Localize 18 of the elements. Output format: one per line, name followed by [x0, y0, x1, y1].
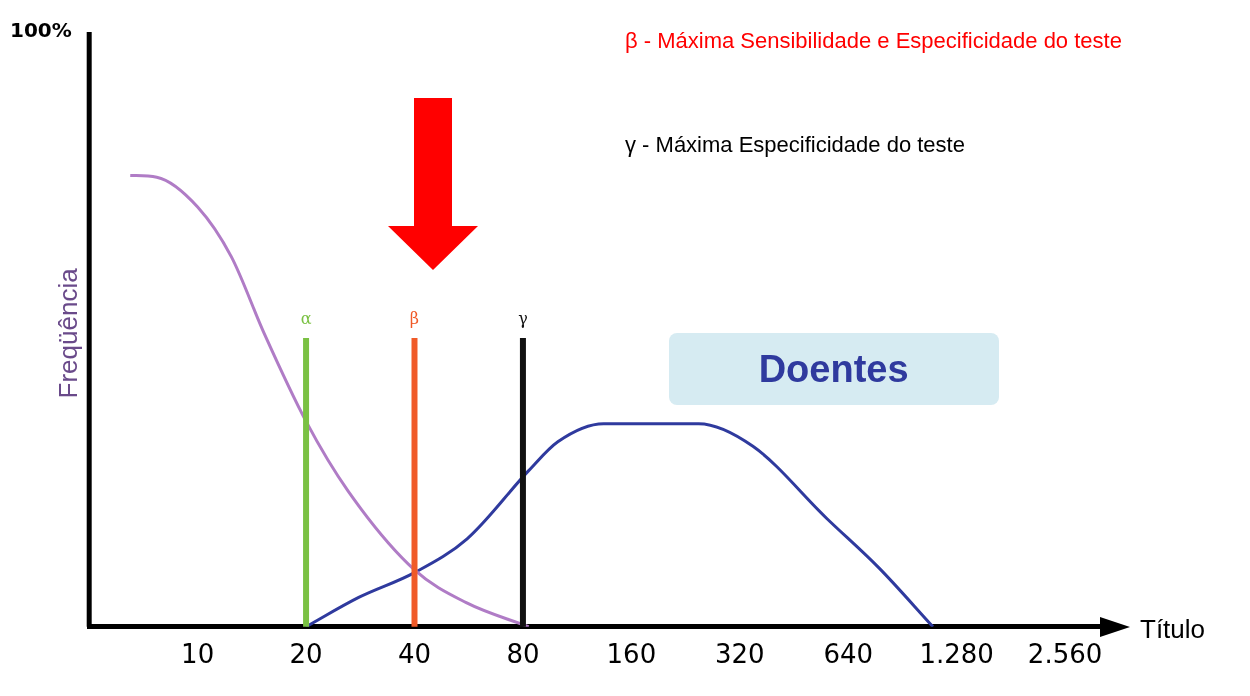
text: β - Máxima Sensibilidade e Especificidade do teste	[625, 28, 1122, 54]
x-axis-title: Título	[1140, 613, 1206, 644]
ref-line-label: β	[409, 308, 420, 328]
x-tick-label: 40	[397, 639, 432, 670]
x-tick-label: 20	[289, 639, 323, 670]
x-tick-label: 10	[181, 639, 215, 670]
x-tick-label: 160	[606, 639, 657, 670]
x-tick-label: 640	[823, 639, 874, 670]
y-axis-title: Freqüência	[52, 267, 83, 399]
x-tick-label: 320	[714, 639, 765, 670]
label-box: Doentes	[668, 332, 999, 405]
text: γ - Máxima Especificidade do teste	[625, 132, 965, 158]
ref-line-label: γ	[518, 308, 528, 328]
x-tick-label: 80	[506, 639, 540, 670]
x-tick-label: 1.280	[919, 639, 994, 670]
text: 100%	[10, 18, 72, 42]
x-tick-label: 2.560	[1027, 639, 1103, 670]
ref-line-label: α	[300, 308, 312, 328]
